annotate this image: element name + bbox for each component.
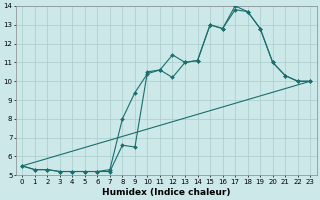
X-axis label: Humidex (Indice chaleur): Humidex (Indice chaleur) <box>102 188 230 197</box>
